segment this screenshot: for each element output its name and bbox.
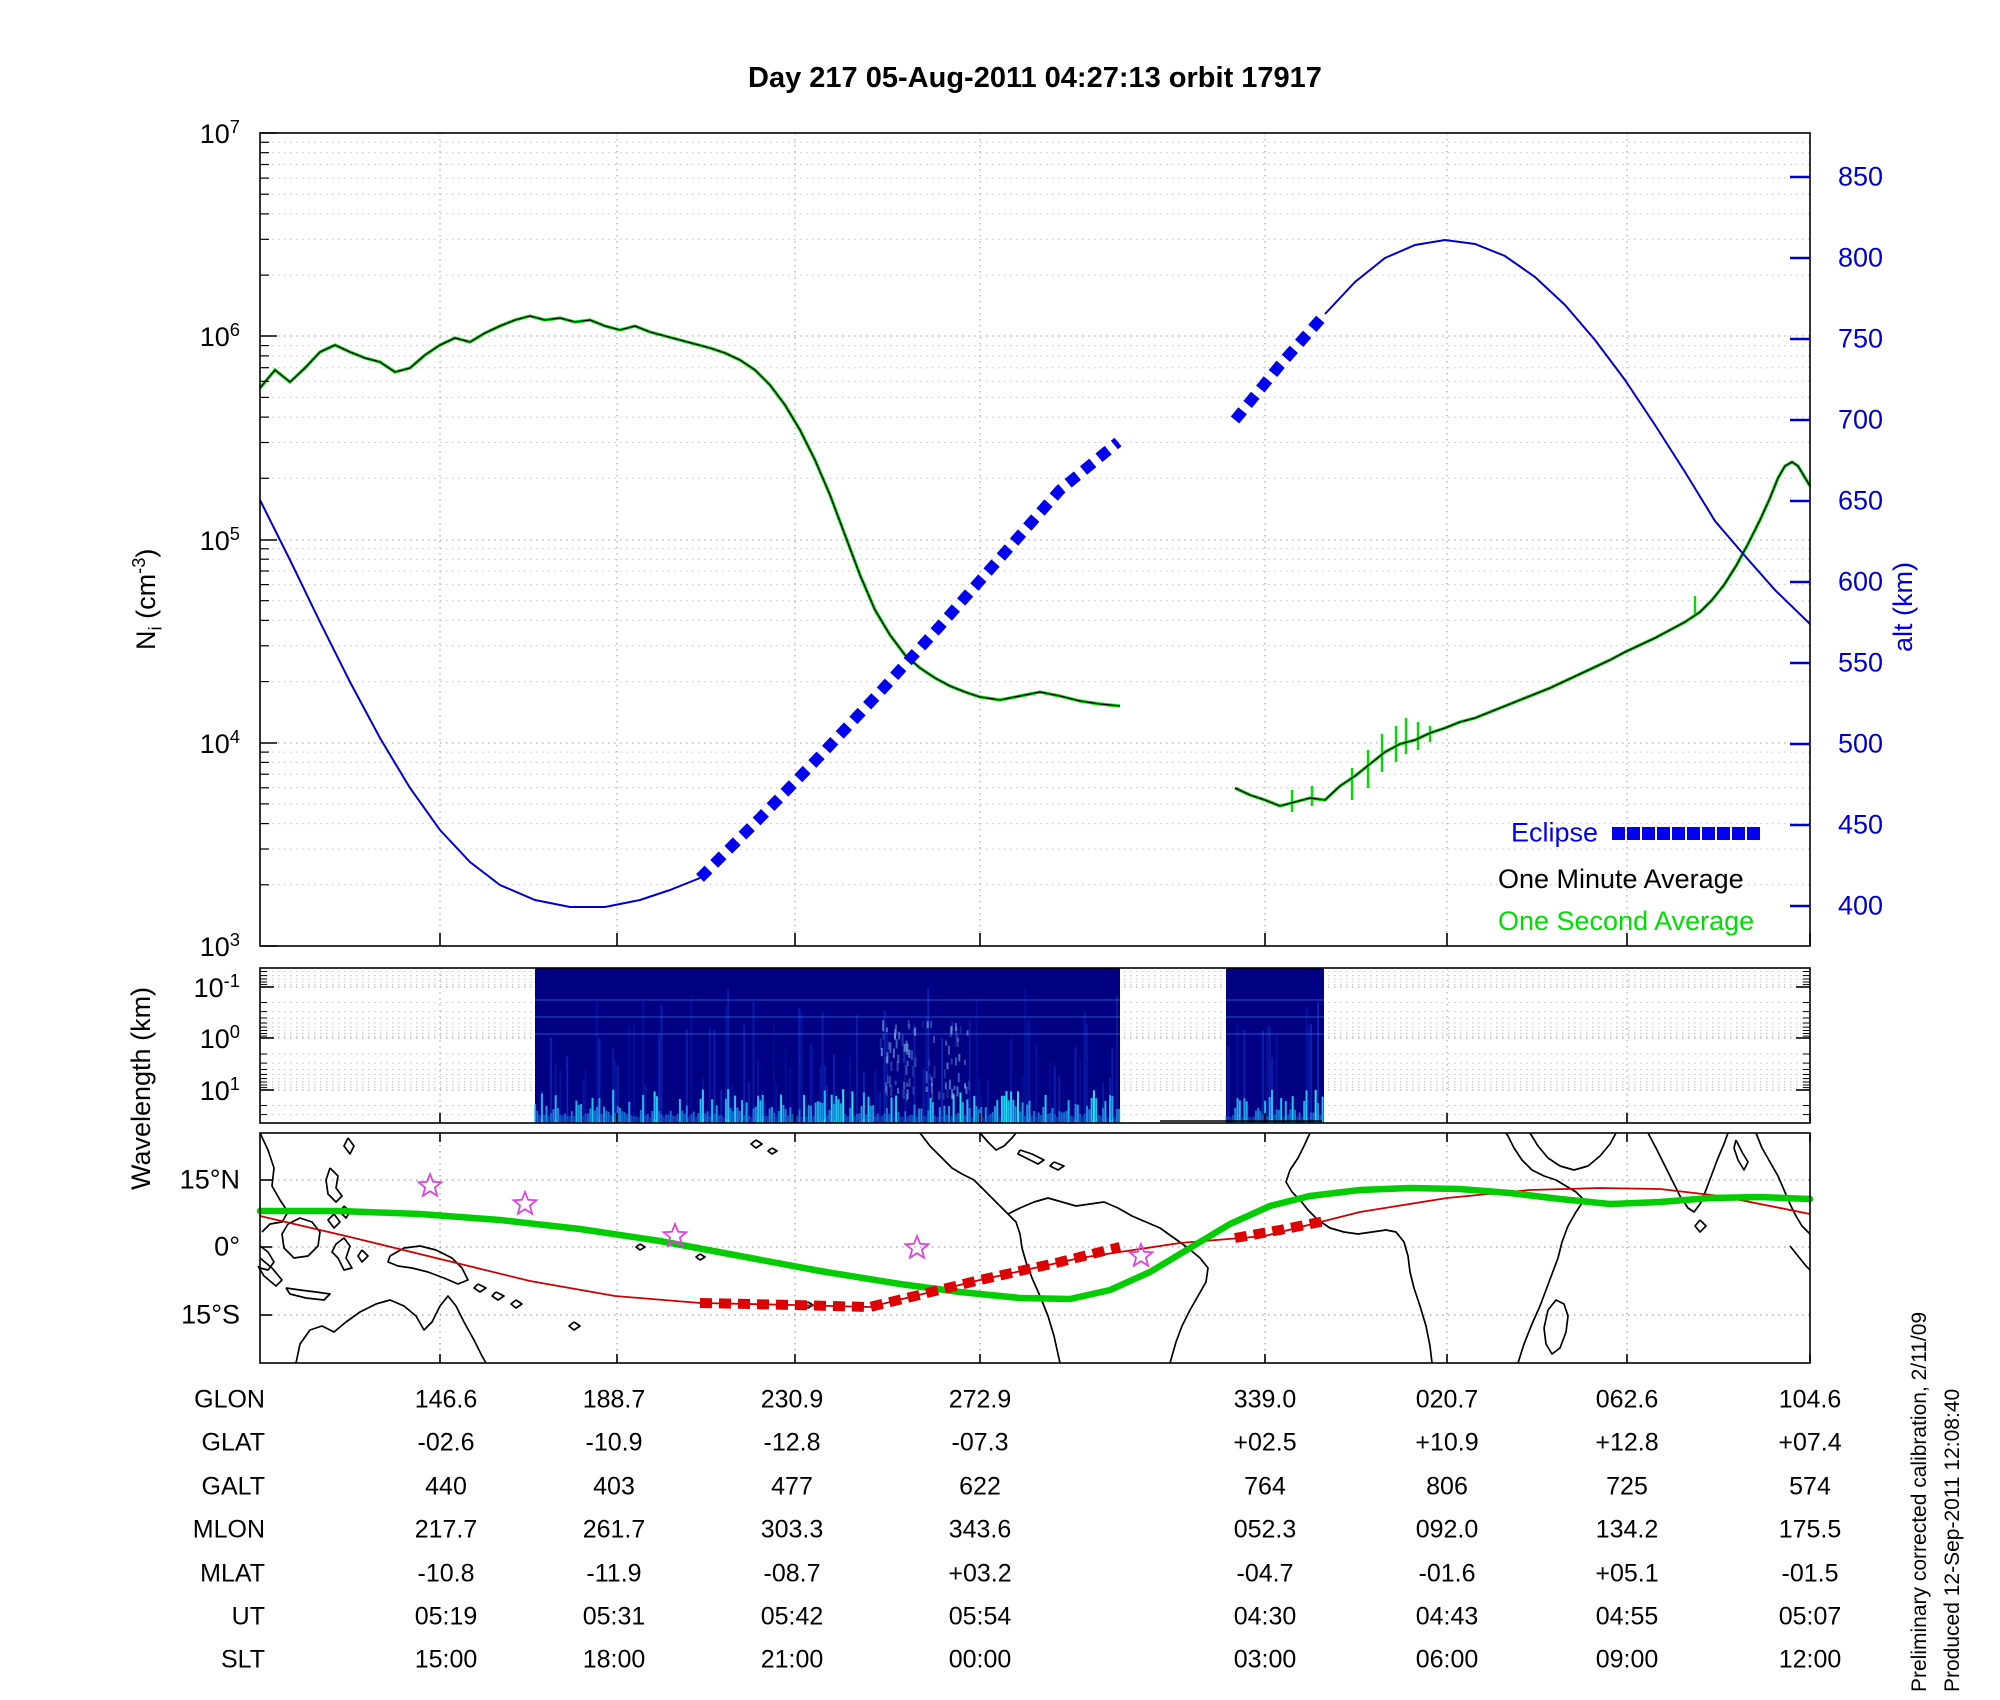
ni-tick-label: 104 [199, 726, 240, 759]
wavelength-tick-label: 10-1 [193, 970, 240, 1003]
table-cell: 04:55 [1595, 1602, 1659, 1631]
alt-axis-label: alt (km) [1888, 562, 1918, 652]
table-cell: 052.3 [1233, 1515, 1297, 1544]
table-cell: 217.7 [414, 1515, 478, 1544]
table-cell: 261.7 [582, 1515, 646, 1544]
alt-tick-label: 700 [1838, 404, 1884, 435]
latitude-tick-label: 15°N [179, 1164, 240, 1195]
table-cell: -10.8 [417, 1559, 475, 1588]
latitude-tick-label: 0° [214, 1231, 240, 1262]
alt-tick-label: 550 [1838, 647, 1884, 678]
table-row-label: MLON [192, 1515, 265, 1544]
table-cell: +10.9 [1415, 1428, 1479, 1457]
ni-tick-label: 107 [199, 116, 240, 149]
wavelength-tick-label: 101 [199, 1073, 240, 1106]
ni-axis-label: Ni (cm-3) [128, 548, 166, 650]
latitude-tick-label: 15°S [181, 1299, 240, 1330]
calibration-note: Preliminary corrected calibration, 2/11/… [1908, 1311, 1931, 1692]
table-cell: -02.6 [417, 1428, 475, 1457]
table-cell: +05.1 [1595, 1559, 1659, 1588]
table-cell: 175.5 [1778, 1515, 1842, 1544]
table-cell: 477 [771, 1472, 813, 1501]
table-cell: 05:31 [582, 1602, 646, 1631]
alt-tick-label: 450 [1838, 809, 1884, 840]
page-title: Day 217 05-Aug-2011 04:27:13 orbit 17917 [748, 62, 1322, 94]
table-cell: 00:00 [948, 1645, 1012, 1674]
table-cell: 15:00 [414, 1645, 478, 1674]
table-cell: 440 [425, 1472, 467, 1501]
ni-tick-label: 105 [199, 523, 240, 556]
table-cell: 062.6 [1595, 1385, 1659, 1414]
legend-eclipse-label: Eclipse [1510, 817, 1598, 848]
table-cell: 03:00 [1233, 1645, 1297, 1674]
alt-tick-label: 800 [1838, 242, 1884, 273]
alt-tick-label: 750 [1838, 323, 1884, 354]
table-cell: 230.9 [760, 1385, 824, 1414]
table-cell: -12.8 [763, 1428, 821, 1457]
table-cell: +12.8 [1595, 1428, 1659, 1457]
alt-tick-label: 850 [1838, 161, 1884, 192]
table-row-label: GALT [201, 1472, 265, 1501]
table-cell: 725 [1606, 1472, 1648, 1501]
table-cell: -01.5 [1781, 1559, 1839, 1588]
table-cell: -11.9 [586, 1559, 642, 1588]
table-cell: 04:43 [1415, 1602, 1479, 1631]
table-row-label: MLAT [200, 1559, 265, 1588]
ni-tick-label: 106 [199, 319, 240, 352]
table-cell: 092.0 [1415, 1515, 1479, 1544]
alt-tick-label: 400 [1838, 890, 1884, 921]
table-cell: 05:42 [760, 1602, 824, 1631]
table-cell: 403 [593, 1472, 635, 1501]
table-cell: 05:07 [1778, 1602, 1842, 1631]
alt-tick-label: 600 [1838, 566, 1884, 597]
table-cell: 18:00 [582, 1645, 646, 1674]
table-cell: 06:00 [1415, 1645, 1479, 1674]
table-cell: -07.3 [951, 1428, 1009, 1457]
table-cell: 09:00 [1595, 1645, 1659, 1674]
table-cell: 12:00 [1778, 1645, 1842, 1674]
table-cell: +03.2 [948, 1559, 1012, 1588]
legend-one-minute-label: One Minute Average [1498, 864, 1744, 894]
table-cell: 339.0 [1233, 1385, 1297, 1414]
table-cell: +02.5 [1233, 1428, 1297, 1457]
table-cell: 343.6 [948, 1515, 1012, 1544]
table-row-label: GLON [194, 1385, 265, 1414]
produced-note: Produced 12-Sep-2011 12:08:40 [1941, 1388, 1964, 1692]
ni-tick-label: 103 [199, 929, 240, 962]
table-cell: 764 [1244, 1472, 1286, 1501]
table-cell: +07.4 [1778, 1428, 1842, 1457]
table-cell: 020.7 [1415, 1385, 1479, 1414]
legend-one-second-label: One Second Average [1498, 906, 1755, 936]
table-cell: 303.3 [760, 1515, 824, 1544]
alt-tick-label: 650 [1838, 485, 1884, 516]
table-cell: -04.7 [1236, 1559, 1294, 1588]
wavelength-tick-label: 100 [199, 1021, 240, 1054]
table-cell: 05:54 [948, 1602, 1012, 1631]
table-cell: 21:00 [760, 1645, 824, 1674]
table-cell: 188.7 [582, 1385, 646, 1414]
top-panel-graphics [258, 132, 1812, 947]
wavelength-panel-graphics [259, 967, 1811, 1124]
table-cell: 574 [1789, 1472, 1831, 1501]
table-row-label: SLT [221, 1645, 265, 1674]
table-row-label: UT [231, 1602, 265, 1631]
table-cell: 146.6 [414, 1385, 478, 1414]
map-panel-graphics [256, 1132, 1814, 1364]
table-cell: 134.2 [1595, 1515, 1659, 1544]
table-cell: 272.9 [948, 1385, 1012, 1414]
table-cell: 806 [1426, 1472, 1468, 1501]
table-cell: -01.6 [1418, 1559, 1476, 1588]
table-cell: -10.9 [585, 1428, 643, 1457]
alt-tick-label: 500 [1838, 728, 1884, 759]
wavelength-axis-label: Wavelength (km) [126, 986, 156, 1190]
table-row-label: GLAT [201, 1428, 265, 1457]
table-cell: 622 [959, 1472, 1001, 1501]
table-cell: 104.6 [1778, 1385, 1842, 1414]
table-cell: -08.7 [763, 1559, 821, 1588]
table-cell: 04:30 [1233, 1602, 1297, 1631]
table-cell: 05:19 [414, 1602, 478, 1631]
